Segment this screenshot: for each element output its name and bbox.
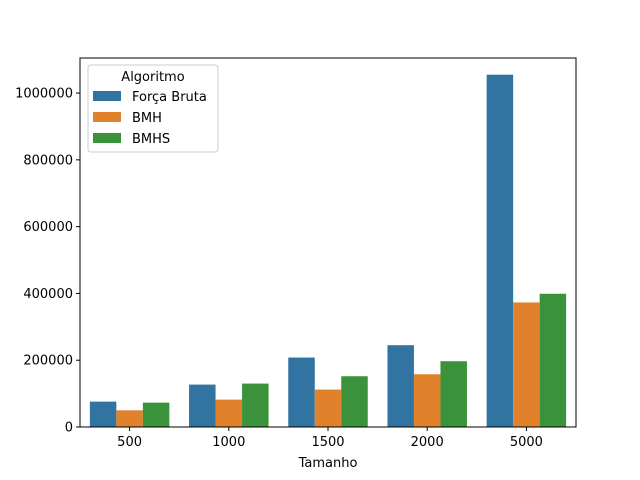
bars-group xyxy=(89,74,567,427)
legend-swatch-bmhs xyxy=(93,133,121,143)
bar-bmh-500 xyxy=(116,410,143,427)
y-axis: 0 200000 400000 600000 800000 1000000 xyxy=(15,87,80,436)
y-tick-label: 800000 xyxy=(23,153,73,168)
legend-box xyxy=(87,64,219,153)
legend-swatch-for-a-bruta xyxy=(93,91,121,101)
bar-for-a-bruta-500 xyxy=(89,401,117,427)
bar-for-a-bruta-5000 xyxy=(486,74,514,427)
bar-for-a-bruta-2000 xyxy=(387,345,414,427)
legend-swatch-bmh xyxy=(93,112,121,122)
y-tick-label: 0 xyxy=(65,421,73,436)
x-tick-label: 1500 xyxy=(311,435,344,450)
x-axis: 500 1000 1500 2000 5000 xyxy=(117,427,543,450)
bar-bmh-1000 xyxy=(215,399,243,427)
x-tick-label: 500 xyxy=(117,435,142,450)
y-tick-label: 600000 xyxy=(23,220,73,235)
bar-for-a-bruta-1500 xyxy=(288,357,315,427)
legend-title: Algoritmo xyxy=(121,70,184,85)
legend-label-bmh: BMH xyxy=(132,111,162,126)
bar-bmhs-2000 xyxy=(440,361,467,427)
bar-bmhs-5000 xyxy=(539,293,567,427)
legend: Algoritmo Força Bruta BMH BMHS xyxy=(87,64,219,153)
x-axis-label: Tamanho xyxy=(298,456,358,471)
x-tick-label: 1000 xyxy=(212,435,245,450)
bar-bmh-5000 xyxy=(513,302,540,427)
bar-bmh-1500 xyxy=(314,389,342,427)
bar-bmh-2000 xyxy=(413,374,441,427)
y-tick-label: 200000 xyxy=(23,354,73,369)
y-tick-label: 1000000 xyxy=(15,87,73,102)
x-tick-label: 5000 xyxy=(510,435,543,450)
x-tick-label: 2000 xyxy=(411,435,444,450)
bar-bmhs-1000 xyxy=(242,383,269,427)
bar-for-a-bruta-1000 xyxy=(189,384,216,427)
legend-label-bmhs: BMHS xyxy=(132,132,170,147)
bar-bmhs-500 xyxy=(142,402,170,427)
legend-label-for-a-bruta: Força Bruta xyxy=(132,90,207,105)
y-tick-label: 400000 xyxy=(23,287,73,302)
bar-bmhs-1500 xyxy=(341,376,368,427)
